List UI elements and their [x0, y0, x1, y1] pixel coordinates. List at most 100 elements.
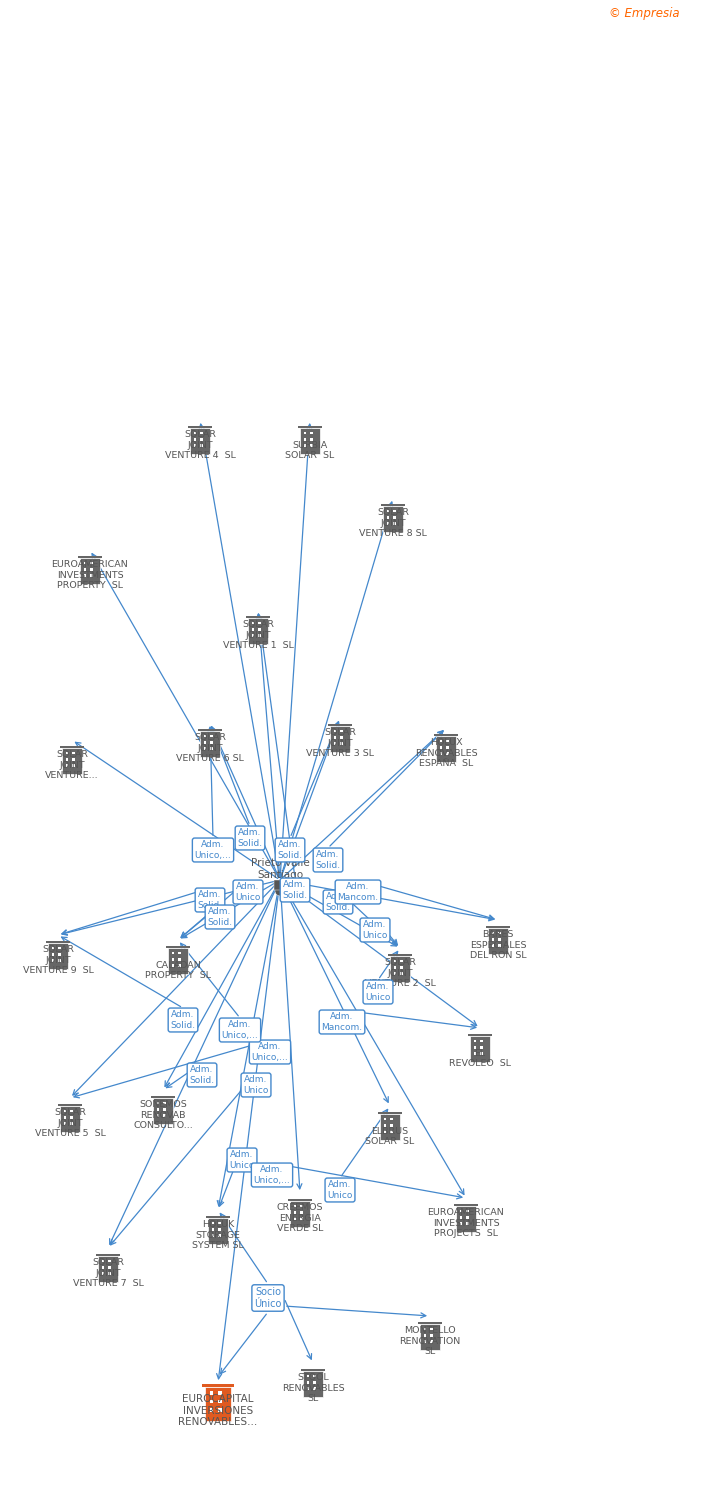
- Bar: [313, 1382, 316, 1384]
- Bar: [384, 1131, 387, 1132]
- Bar: [390, 1118, 393, 1120]
- Bar: [52, 946, 55, 950]
- Bar: [210, 1408, 213, 1412]
- Bar: [60, 746, 84, 748]
- Bar: [218, 1408, 221, 1412]
- Bar: [474, 1053, 476, 1054]
- Bar: [194, 444, 197, 447]
- Text: ELBRUS
SOLAR  SL: ELBRUS SOLAR SL: [365, 1126, 415, 1146]
- Bar: [436, 736, 456, 762]
- Bar: [470, 1036, 490, 1062]
- Bar: [293, 1204, 296, 1208]
- Bar: [304, 438, 306, 441]
- Bar: [333, 742, 336, 746]
- Bar: [178, 951, 181, 954]
- Bar: [480, 1046, 483, 1048]
- Bar: [66, 758, 68, 760]
- Bar: [70, 1122, 73, 1125]
- Text: Adm.
Unico,...: Adm. Unico,...: [221, 1020, 258, 1040]
- Bar: [46, 940, 70, 944]
- Text: SOLAR
JOINT
VENTURE 4  SL: SOLAR JOINT VENTURE 4 SL: [165, 430, 235, 460]
- Bar: [301, 1368, 325, 1371]
- Bar: [194, 438, 197, 441]
- Bar: [206, 1215, 230, 1218]
- Bar: [108, 1260, 111, 1263]
- Bar: [306, 1388, 309, 1390]
- Bar: [202, 1383, 234, 1388]
- Bar: [306, 1382, 309, 1384]
- Text: SOLAR
JOINT
VENTURE 1  SL: SOLAR JOINT VENTURE 1 SL: [223, 620, 293, 650]
- Bar: [333, 736, 336, 740]
- Bar: [90, 568, 92, 572]
- Text: Adm.
Unico: Adm. Unico: [243, 1076, 269, 1095]
- Bar: [306, 1374, 309, 1377]
- Bar: [430, 1341, 433, 1342]
- Bar: [340, 736, 343, 740]
- Bar: [72, 765, 75, 766]
- Bar: [498, 945, 501, 946]
- Bar: [157, 1114, 159, 1118]
- Bar: [151, 1095, 175, 1098]
- Bar: [172, 958, 175, 962]
- Bar: [310, 444, 313, 447]
- Bar: [80, 558, 100, 584]
- Bar: [400, 966, 403, 969]
- Bar: [166, 945, 190, 948]
- Bar: [84, 568, 87, 572]
- Bar: [384, 1118, 387, 1120]
- Bar: [390, 956, 410, 982]
- Bar: [378, 1112, 402, 1114]
- Bar: [486, 926, 510, 928]
- Bar: [466, 1222, 469, 1226]
- Bar: [72, 758, 75, 760]
- Bar: [340, 729, 343, 732]
- Text: Adm.
Solid.: Adm. Solid.: [315, 850, 341, 870]
- Bar: [488, 928, 508, 954]
- Bar: [204, 741, 207, 744]
- Bar: [52, 952, 55, 956]
- Bar: [303, 1371, 323, 1396]
- Bar: [313, 1388, 316, 1390]
- Bar: [390, 1131, 393, 1132]
- Bar: [434, 734, 458, 736]
- Bar: [96, 1254, 120, 1256]
- Text: Adm.
Mancom.: Adm. Mancom.: [322, 1013, 363, 1032]
- Bar: [48, 944, 68, 969]
- Bar: [157, 1108, 159, 1112]
- Bar: [293, 1218, 296, 1219]
- Bar: [393, 516, 396, 519]
- Bar: [288, 1198, 312, 1202]
- Bar: [387, 516, 389, 519]
- Bar: [300, 1218, 303, 1219]
- Bar: [424, 1334, 427, 1336]
- Bar: [491, 932, 494, 934]
- Bar: [163, 1101, 166, 1104]
- Bar: [212, 1234, 215, 1238]
- Bar: [200, 438, 203, 441]
- Text: SOÑEMOS
RENOVAB
CONSULTO...: SOÑEMOS RENOVAB CONSULTO...: [133, 1100, 193, 1130]
- Text: STOOL
RENOVABLES
SL: STOOL RENOVABLES SL: [282, 1372, 344, 1402]
- Bar: [212, 1221, 215, 1224]
- Bar: [70, 1110, 73, 1113]
- Bar: [300, 1210, 303, 1214]
- Bar: [66, 752, 68, 754]
- Bar: [102, 1272, 104, 1275]
- Bar: [440, 753, 443, 754]
- Bar: [102, 1266, 104, 1269]
- Bar: [58, 946, 61, 950]
- Bar: [90, 561, 92, 564]
- Bar: [63, 1122, 66, 1125]
- Bar: [388, 954, 412, 956]
- Text: Adm.
Solid.: Adm. Solid.: [207, 908, 232, 927]
- Bar: [290, 1202, 310, 1227]
- Bar: [58, 1104, 82, 1106]
- Bar: [380, 1114, 400, 1140]
- Text: SOLAR
JOINT
VENTURE 9  SL: SOLAR JOINT VENTURE 9 SL: [23, 945, 93, 975]
- Bar: [205, 1388, 231, 1420]
- Text: CALADAN
PROPERTY  SL: CALADAN PROPERTY SL: [145, 960, 211, 980]
- Bar: [293, 1210, 296, 1214]
- Bar: [178, 958, 181, 962]
- Bar: [248, 618, 268, 644]
- Text: © Empresia: © Empresia: [609, 8, 680, 20]
- Bar: [210, 747, 213, 750]
